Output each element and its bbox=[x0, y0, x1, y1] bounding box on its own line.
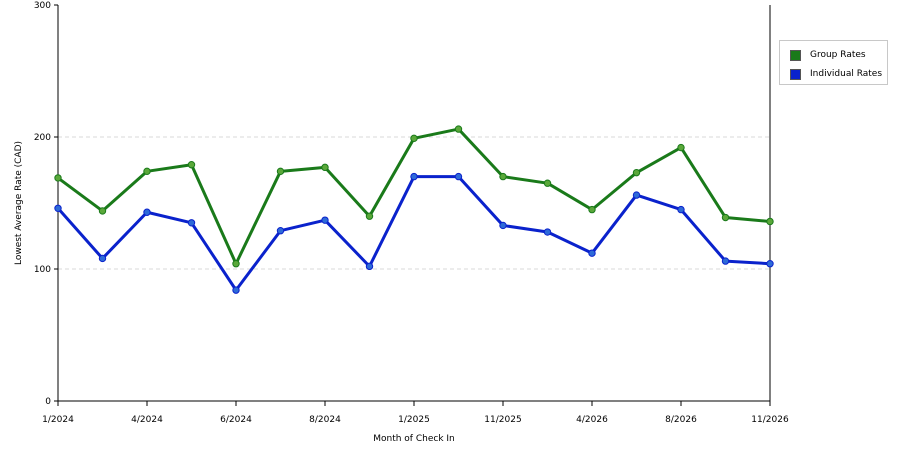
y-tick-label-0: 0 bbox=[45, 397, 51, 407]
y-tick-label-100: 100 bbox=[34, 265, 51, 275]
point-1-11 bbox=[543, 228, 552, 236]
x-tick-label-6: 8/2024 bbox=[309, 415, 341, 425]
point-1-1 bbox=[98, 254, 107, 263]
point-1-5 bbox=[276, 227, 285, 235]
point-1-2 bbox=[143, 208, 151, 216]
point-0-7 bbox=[365, 212, 374, 220]
point-0-11 bbox=[543, 179, 552, 187]
legend-swatch-individual-rates bbox=[790, 68, 801, 80]
point-1-3 bbox=[187, 219, 196, 227]
y-tick-label-200: 200 bbox=[34, 133, 51, 143]
point-0-10 bbox=[499, 172, 507, 181]
point-0-15 bbox=[721, 213, 730, 222]
point-0-14 bbox=[677, 143, 685, 152]
point-1-13 bbox=[632, 191, 641, 199]
point-0-16 bbox=[766, 217, 774, 226]
tick-labels: 0 100 200 300 1/2024 4/2024 6/2024 8/2024 1/2025… bbox=[34, 1, 789, 425]
point-1-4 bbox=[232, 286, 240, 294]
point-0-12 bbox=[588, 205, 596, 214]
x-tick-label-2: 4/2024 bbox=[131, 415, 163, 425]
legend-swatch-group-rates bbox=[790, 49, 801, 61]
point-1-7 bbox=[365, 262, 374, 271]
point-0-4 bbox=[232, 260, 240, 268]
point-0-6 bbox=[321, 163, 329, 172]
point-1-12 bbox=[588, 249, 596, 257]
point-1-0 bbox=[54, 204, 62, 212]
point-0-1 bbox=[98, 207, 107, 215]
x-tick-label-16: 11/2026 bbox=[751, 415, 789, 425]
point-1-15 bbox=[721, 257, 730, 265]
point-1-8 bbox=[410, 172, 418, 181]
point-0-9 bbox=[454, 125, 463, 133]
point-0-3 bbox=[187, 161, 196, 169]
x-tick-label-8: 1/2025 bbox=[398, 415, 430, 425]
legend-label-individual-rates: Individual Rates bbox=[810, 69, 883, 79]
x-tick-label-12: 4/2026 bbox=[576, 415, 608, 425]
legend: Group Rates Individual Rates bbox=[779, 40, 888, 85]
point-0-13 bbox=[632, 168, 641, 177]
legend-label-group-rates: Group Rates bbox=[810, 50, 866, 60]
point-1-9 bbox=[454, 172, 463, 181]
y-tick-label-300: 300 bbox=[34, 1, 51, 11]
x-axis-title: Month of Check In bbox=[373, 434, 455, 444]
y-axis-title: Lowest Average Rate (CAD) bbox=[14, 141, 24, 265]
x-tick-label-14: 8/2026 bbox=[665, 415, 697, 425]
series-lines bbox=[54, 125, 774, 294]
point-1-6 bbox=[321, 216, 329, 224]
legend-item-individual-rates: Individual Rates bbox=[790, 67, 882, 81]
x-tick-label-0: 1/2024 bbox=[42, 415, 74, 425]
point-0-2 bbox=[143, 167, 151, 176]
point-1-16 bbox=[766, 260, 774, 268]
series-line-0 bbox=[57, 127, 771, 266]
point-0-0 bbox=[54, 174, 62, 182]
point-0-8 bbox=[410, 134, 418, 143]
x-tick-label-10: 11/2025 bbox=[484, 415, 521, 425]
point-0-5 bbox=[276, 167, 285, 176]
x-tick-label-4: 6/2024 bbox=[220, 415, 252, 425]
legend-item-group-rates: Group Rates bbox=[790, 48, 866, 62]
series-line-1 bbox=[56, 175, 771, 292]
point-1-10 bbox=[499, 221, 507, 230]
point-1-14 bbox=[677, 205, 685, 214]
